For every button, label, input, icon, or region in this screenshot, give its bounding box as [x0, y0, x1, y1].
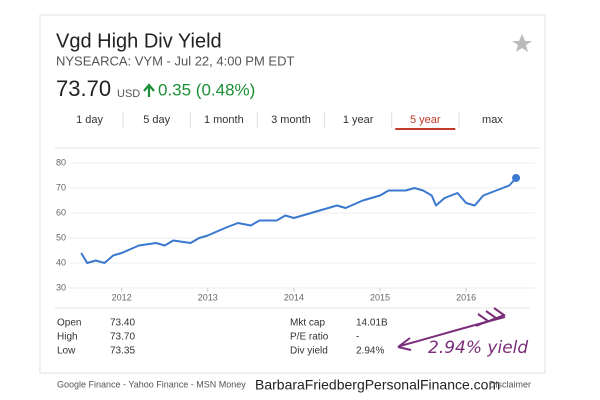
up-arrow	[143, 83, 155, 97]
stat-label: P/E ratio	[290, 332, 329, 343]
x-tick-label: 2012	[112, 292, 132, 302]
stat-value: 73.70	[110, 332, 135, 343]
tab[interactable]: 1 year	[343, 114, 374, 126]
currency: USD	[117, 88, 140, 100]
card	[39, 14, 546, 374]
tab[interactable]: 1 month	[204, 114, 244, 126]
stat-value: -	[356, 332, 359, 343]
price: 73.70	[56, 76, 111, 101]
y-tick-label: 80	[56, 157, 66, 167]
footer-site: BarbaraFriedbergPersonalFinance.com	[255, 377, 500, 393]
stat-value: 73.35	[110, 346, 135, 357]
tab[interactable]: 3 month	[271, 114, 311, 126]
arrow-fletching	[397, 307, 507, 351]
stat-value: 2.94%	[356, 346, 384, 357]
annotation: 2.94% yield	[428, 338, 528, 358]
y-tick-label: 40	[56, 257, 66, 267]
star-icon[interactable]	[512, 34, 532, 52]
footer-links[interactable]: Google Finance - Yahoo Finance - MSN Mon…	[57, 379, 246, 389]
stat-label: Div yield	[290, 346, 328, 357]
stat-value: 14.01B	[356, 318, 388, 329]
y-tick-label: 60	[56, 207, 66, 217]
y-tick-label: 70	[56, 182, 66, 192]
stat-value: 73.40	[110, 318, 135, 329]
change: 0.35 (0.48%)	[158, 80, 255, 99]
subtitle: NYSEARCA: VYM - Jul 22, 4:00 PM EDT	[56, 53, 294, 68]
tab[interactable]: 5 year	[410, 114, 441, 126]
x-tick-label: 2015	[370, 292, 390, 302]
stat-label: High	[57, 332, 78, 343]
tab[interactable]: max	[482, 114, 503, 126]
x-tick-label: 2016	[456, 292, 476, 302]
y-tick-label: 30	[56, 282, 66, 292]
x-tick-label: 2014	[284, 292, 304, 302]
price-line	[80, 177, 517, 264]
stat-label: Mkt cap	[290, 318, 325, 329]
x-tick-label: 2013	[198, 292, 218, 302]
footer-disclaimer[interactable]: Disclaimer	[489, 379, 531, 389]
y-tick-label: 50	[56, 232, 66, 242]
tab[interactable]: 5 day	[143, 114, 170, 126]
title: Vgd High Div Yield	[56, 30, 222, 52]
tab[interactable]: 1 day	[76, 114, 103, 126]
stat-label: Low	[57, 346, 76, 357]
stat-label: Open	[57, 318, 81, 329]
last-point	[512, 174, 521, 182]
